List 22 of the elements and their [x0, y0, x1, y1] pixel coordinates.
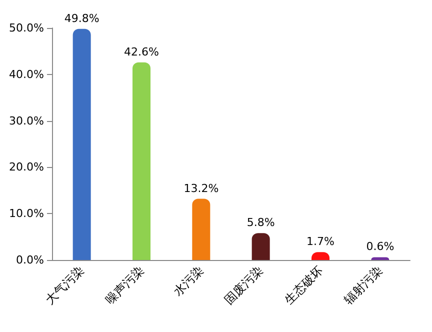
x-tick-label: 噪声污染 [102, 263, 146, 307]
y-tick-label: 10.0% [9, 207, 44, 220]
y-tick-label: 40.0% [9, 68, 44, 81]
y-tick-label: 30.0% [9, 114, 44, 128]
y-tick-label: 0.0% [16, 254, 44, 266]
data-label: 0.6% [366, 240, 394, 254]
y-tick-label: 20.0% [9, 160, 44, 174]
x-tick-label: 生态破坏 [282, 263, 326, 307]
data-label: 5.8% [246, 216, 275, 230]
x-tick-label: 辐射污染 [341, 263, 386, 307]
bar [132, 62, 150, 260]
x-tick-label: 大气污染 [42, 263, 87, 307]
y-tick-label: 50.0% [9, 22, 44, 34]
data-label: 13.2% [184, 182, 219, 195]
bar [192, 198, 210, 260]
x-tick-label: 固废污染 [222, 263, 266, 307]
data-label: 49.8% [64, 12, 100, 25]
x-tick-label: 水污染 [170, 263, 206, 298]
data-label: 1.7% [306, 235, 334, 248]
bar [72, 28, 91, 260]
bar [252, 233, 270, 260]
data-label: 42.6% [124, 45, 159, 58]
